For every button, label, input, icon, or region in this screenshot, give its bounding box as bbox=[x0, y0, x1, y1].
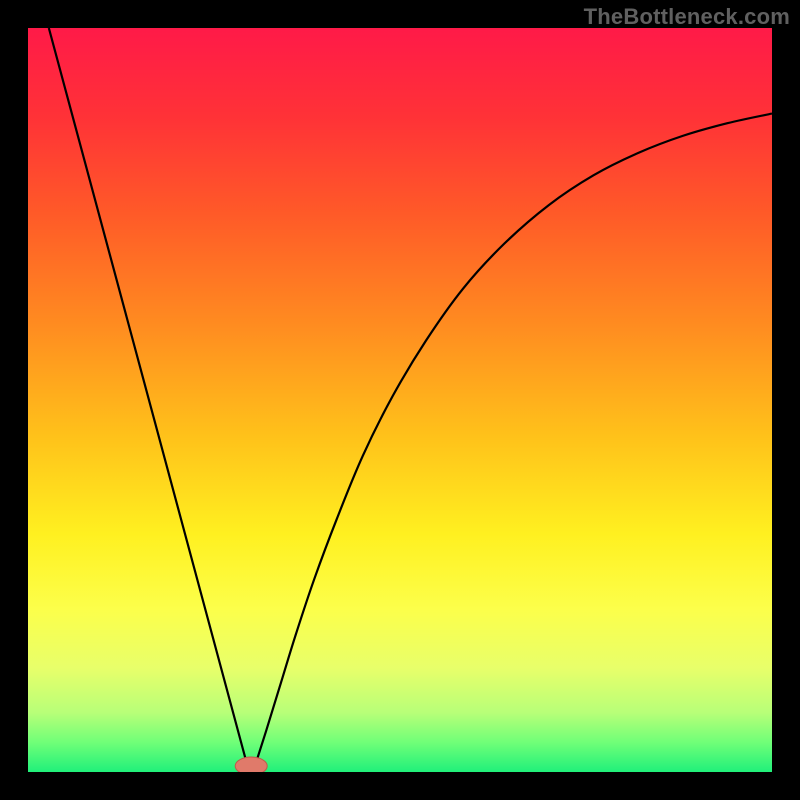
gradient-background bbox=[28, 28, 772, 772]
watermark-text: TheBottleneck.com bbox=[584, 4, 790, 30]
chart-container: TheBottleneck.com bbox=[0, 0, 800, 800]
bottleneck-chart bbox=[0, 0, 800, 800]
